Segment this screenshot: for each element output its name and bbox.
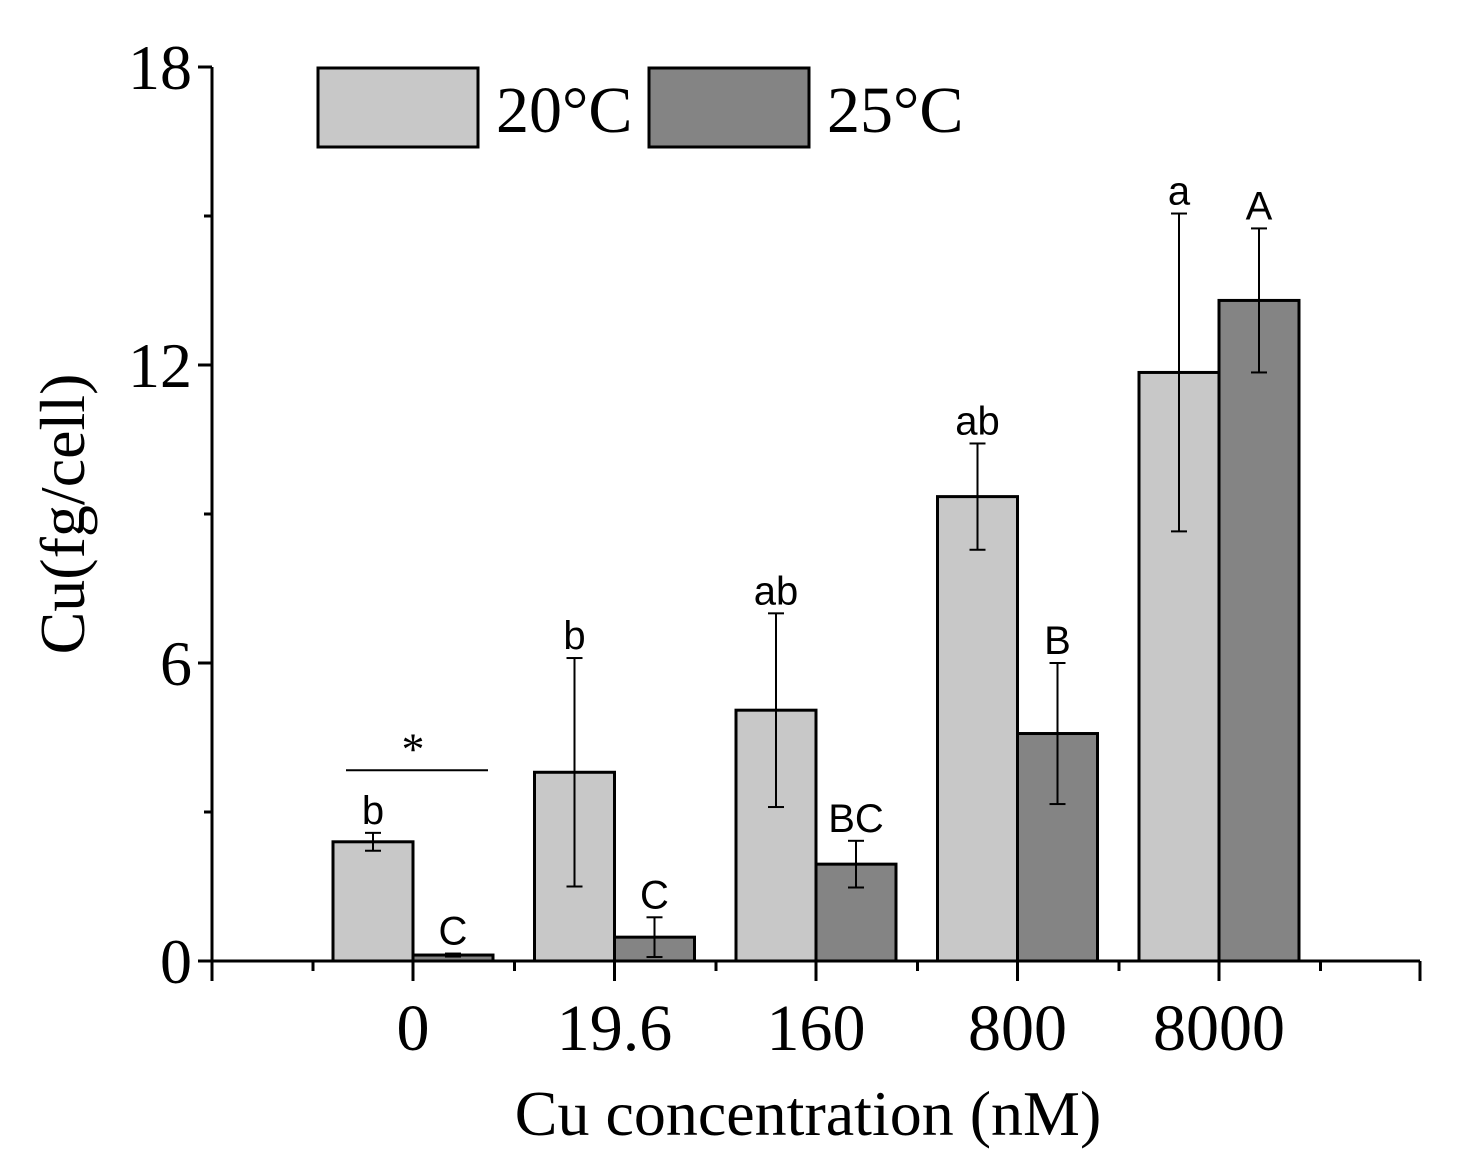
significance-letter: b [362,789,384,833]
y-axis-title: Cu(fg/cell) [27,374,98,655]
legend-label-25c: 25°C [827,74,963,147]
significance-letter: A [1246,184,1273,228]
x-tick-label: 160 [767,992,866,1065]
x-tick-label: 19.6 [557,992,673,1065]
legend-label-20c: 20°C [496,74,632,147]
significance-letter: a [1168,170,1191,214]
significance-letter: C [439,910,468,954]
x-tick-label: 800 [968,992,1067,1065]
y-tick-label: 12 [128,330,192,401]
bar-25c [1217,298,1301,963]
x-tick-label: 8000 [1153,992,1285,1065]
legend-swatch-20c [316,66,480,149]
significance-star: * [402,723,425,774]
significance-letter: ab [754,569,799,613]
significance-letter: b [563,614,585,658]
significance-letter: ab [955,399,1000,443]
significance-letter: B [1044,619,1071,663]
y-tick-label: 18 [128,32,192,103]
y-tick-label: 6 [160,628,192,699]
bar-20c [331,840,415,963]
axis-ticks: 0 6 12 18 0 19.6 160 800 8000 [128,32,1422,1065]
chart-marks: b Cb Cab BC ab Ba A * [331,170,1301,963]
legend: 20°C 25°C [316,66,963,149]
significance-letter: BC [828,797,884,841]
significance-letter: C [640,873,669,917]
bar-20c [936,495,1019,963]
x-tick-label: 0 [397,992,430,1065]
y-tick-label: 0 [160,926,192,997]
legend-swatch-25c [647,66,811,149]
x-axis-title: Cu concentration (nM) [515,1078,1102,1149]
